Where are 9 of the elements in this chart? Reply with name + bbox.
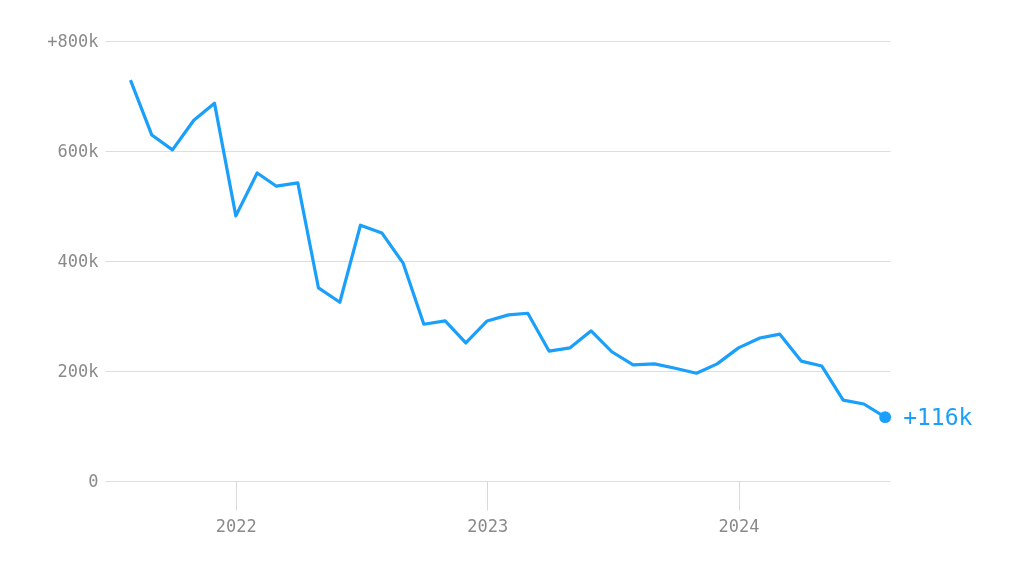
annotation: +116k bbox=[903, 404, 973, 431]
y-tick-label: +800k bbox=[47, 30, 99, 51]
x-tick-label: 2024 bbox=[718, 515, 760, 536]
y-tick-label: 400k bbox=[57, 250, 99, 271]
y-tick-label: 0 bbox=[88, 470, 99, 491]
x-tick-label: 2022 bbox=[215, 515, 257, 536]
y-tick-label: 600k bbox=[57, 140, 99, 161]
y-tick-label: 200k bbox=[57, 360, 99, 381]
x-tick-label: 2023 bbox=[467, 515, 509, 536]
